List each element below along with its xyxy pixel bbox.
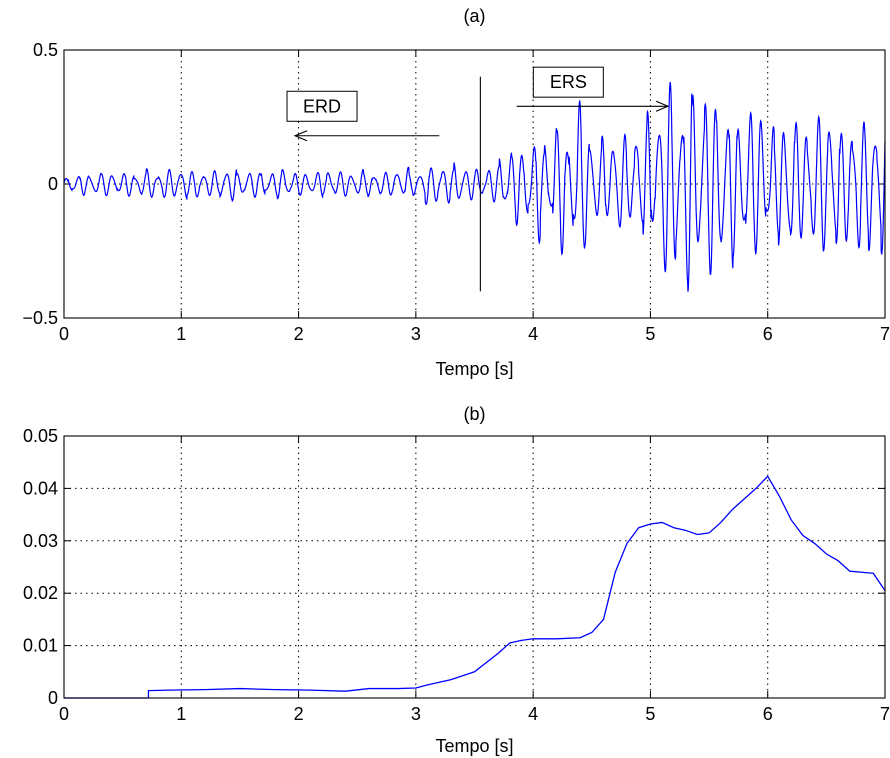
arrow-head — [293, 130, 308, 142]
panel-a-tick-labels: 0 1 2 3 4 5 6 70.50−0.5 — [22, 40, 890, 344]
ers-label: ERS — [550, 72, 587, 92]
panel-b-x-tick-label: 6 — [763, 704, 773, 724]
panel-a-x-axis-label: Tempo [s] — [435, 359, 513, 379]
panel-a-x-tick-label: 0 — [59, 324, 69, 344]
panel-b-x-tick-label: 7 — [880, 704, 890, 724]
ers-label-box — [532, 66, 604, 98]
erd-label: ERD — [303, 96, 341, 116]
panel-a: (a) 0 1 2 3 4 5 6 70.50−0.5 ERD ERS Tempo [s] — [22, 6, 890, 379]
panel-b-y-tick-label: 0.01 — [23, 636, 58, 656]
erd-label-box — [286, 90, 358, 122]
panel-b-y-tick-label: 0.03 — [23, 531, 58, 551]
panel-a-x-tick-label: 6 — [763, 324, 773, 344]
panel-b-title: (b) — [464, 404, 486, 424]
panel-b-energy-line — [64, 475, 886, 699]
panel-b: (b) 0 1 2 3 4 5 6 7 0.05 0.04 0.03 0.02 0.01 0 Tempo … — [23, 404, 890, 756]
panel-b-plot-frame — [63, 435, 886, 699]
panel-b-x-tick-label: 2 — [294, 704, 304, 724]
panel-b-tick-labels: 0 1 2 3 4 5 6 7 0.05 0.04 0.03 0.02 0.01 0 — [23, 426, 890, 724]
erd-arrow — [293, 130, 440, 142]
ers-arrow — [516, 100, 670, 112]
panel-b-ticks — [63, 435, 886, 699]
panel-b-x-tick-label: 5 — [645, 704, 655, 724]
panel-b-x-tick-label: 4 — [528, 704, 538, 724]
panel-a-y-tick-label: 0.5 — [33, 40, 58, 60]
panel-b-x-tick-label: 0 — [59, 704, 69, 724]
panel-a-plot-frame — [63, 49, 886, 319]
panel-a-y-tick-label: 0 — [48, 174, 58, 194]
panel-a-signal-line — [63, 81, 886, 292]
panel-a-x-tick-label: 7 — [880, 324, 890, 344]
panel-b-y-tick-label: 0 — [48, 688, 58, 708]
panel-a-x-tick-label: 4 — [528, 324, 538, 344]
panel-b-y-tick-label: 0.02 — [23, 583, 58, 603]
panel-b-y-tick-label: 0.04 — [23, 478, 58, 498]
panel-b-grid — [64, 436, 885, 698]
panel-a-x-tick-label: 2 — [294, 324, 304, 344]
arrow-head — [655, 100, 670, 112]
panel-b-x-axis-label: Tempo [s] — [435, 736, 513, 756]
panel-a-y-tick-label: −0.5 — [22, 308, 58, 328]
panel-a-x-tick-label: 1 — [176, 324, 186, 344]
panel-b-x-tick-label: 3 — [411, 704, 421, 724]
panel-a-x-tick-label: 3 — [411, 324, 421, 344]
panel-a-grid — [64, 50, 885, 318]
panel-a-ticks — [63, 49, 886, 319]
panel-a-x-tick-label: 5 — [645, 324, 655, 344]
panel-b-x-tick-label: 1 — [176, 704, 186, 724]
panel-b-y-tick-label: 0.05 — [23, 426, 58, 446]
panel-a-title: (a) — [464, 6, 486, 26]
